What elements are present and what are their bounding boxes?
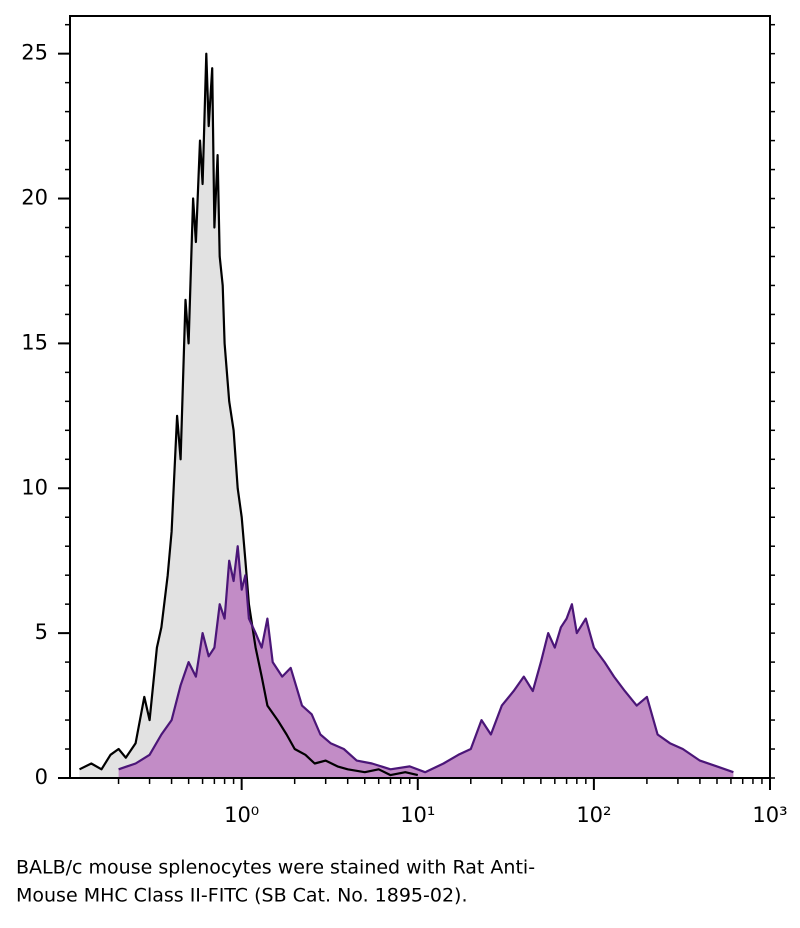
histogram-line xyxy=(79,52,419,777)
x-tick-label: 10³ xyxy=(752,803,787,827)
caption-line: BALB/c mouse splenocytes were stained wi… xyxy=(16,857,535,879)
y-tick-label: 20 xyxy=(21,186,48,210)
y-tick-label: 5 xyxy=(35,620,48,644)
y-tick-label: 25 xyxy=(21,41,48,65)
histogram-area xyxy=(118,546,734,778)
x-tick-label: 10² xyxy=(576,803,611,827)
y-tick-label: 15 xyxy=(21,330,48,354)
histogram-line xyxy=(118,545,734,774)
y-tick-label: 0 xyxy=(35,765,48,789)
y-tick-label: 10 xyxy=(21,475,48,499)
x-tick-label: 10¹ xyxy=(400,803,435,827)
x-tick-label: 10⁰ xyxy=(224,803,259,827)
caption-line: Mouse MHC Class II-FITC (SB Cat. No. 189… xyxy=(16,885,468,907)
plot-frame xyxy=(69,15,771,779)
